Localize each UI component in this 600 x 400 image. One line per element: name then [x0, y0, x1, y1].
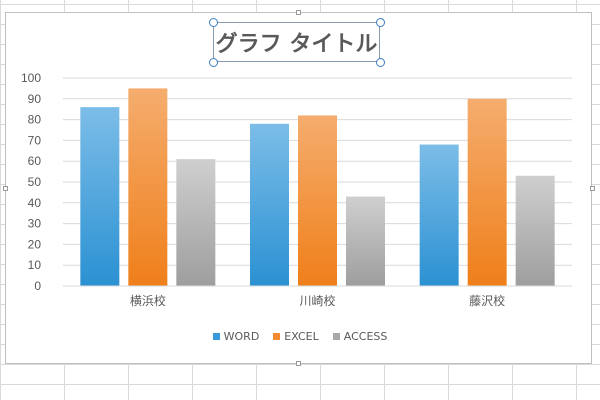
y-tick-label: 0: [34, 279, 41, 293]
y-tick-label: 70: [28, 133, 42, 147]
y-tick-label: 60: [28, 154, 42, 168]
legend-swatch-excel: [273, 333, 281, 340]
bar-access-0[interactable]: [176, 159, 216, 286]
y-tick-label: 90: [28, 92, 42, 106]
x-tick-label: 横浜校: [130, 293, 166, 308]
bar-access-2[interactable]: [515, 175, 555, 286]
title-selection-handle-tl[interactable]: [209, 18, 218, 27]
y-tick-label: 20: [28, 237, 42, 251]
legend-swatch-word: [212, 333, 220, 340]
bar-access-1[interactable]: [346, 196, 385, 286]
bar-excel-2[interactable]: [467, 98, 507, 286]
legend-item-excel[interactable]: EXCEL: [273, 330, 319, 343]
legend-label-excel: EXCEL: [284, 330, 319, 343]
x-tick-label: 川崎校: [299, 293, 335, 308]
bar-excel-1[interactable]: [298, 115, 337, 286]
y-tick-label: 10: [28, 258, 42, 272]
legend-swatch-access: [332, 333, 340, 340]
title-selection-handle-bl[interactable]: [209, 58, 218, 67]
legend-label-access: ACCESS: [343, 330, 388, 343]
y-tick-label: 40: [28, 196, 42, 210]
chart-title[interactable]: グラフ タイトル: [213, 22, 380, 62]
bar-excel-0[interactable]: [128, 88, 168, 287]
x-tick-label: 藤沢校: [469, 293, 505, 308]
bars: [80, 88, 555, 287]
x-axis-tick-labels: 横浜校 川崎校 藤沢校: [130, 293, 505, 308]
legend-item-word[interactable]: WORD: [212, 330, 260, 343]
chart-resize-handle-right[interactable]: [590, 186, 595, 191]
y-tick-label: 100: [21, 71, 41, 85]
bar-word-2[interactable]: [419, 144, 459, 286]
legend: WORD EXCEL ACCESS: [0, 330, 600, 343]
chart-resize-handle-left[interactable]: [3, 186, 8, 191]
y-tick-label: 30: [28, 217, 42, 231]
legend-label-word: WORD: [223, 330, 260, 343]
y-tick-label: 50: [28, 175, 42, 189]
title-selection-handle-tr[interactable]: [376, 18, 385, 27]
y-tick-label: 80: [28, 113, 42, 127]
bar-word-1[interactable]: [250, 123, 289, 286]
chart-resize-handle-top[interactable]: [296, 10, 301, 15]
title-selection-handle-br[interactable]: [376, 58, 385, 67]
legend-item-access[interactable]: ACCESS: [332, 330, 388, 343]
y-axis-tick-labels: 0 10 20 30 40 50 60 70 80 90 100: [21, 71, 41, 293]
bar-word-0[interactable]: [80, 107, 120, 287]
chart-resize-handle-bottom[interactable]: [296, 361, 301, 366]
